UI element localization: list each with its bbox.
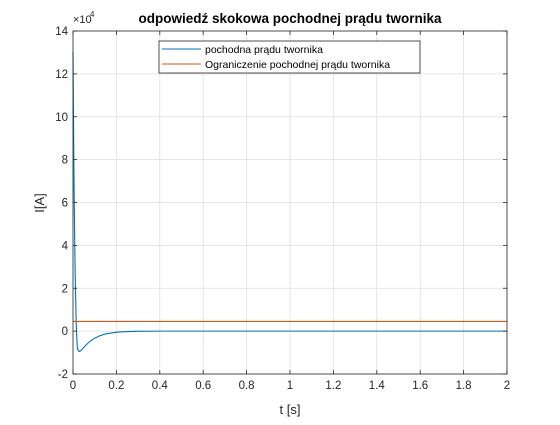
y-exponent-base: ×10 xyxy=(73,14,92,26)
x-tick-label: 0.8 xyxy=(239,380,255,392)
x-tick-label: 1.6 xyxy=(412,380,428,392)
legend-label-0: pochodna prądu twornika xyxy=(205,44,323,56)
axis-ticks xyxy=(72,30,508,375)
x-tick-label: 1.4 xyxy=(369,380,386,392)
legend-box xyxy=(158,40,421,74)
y-tick-label: 12 xyxy=(55,69,68,81)
y-tick-label: 14 xyxy=(55,26,68,38)
series-layer xyxy=(72,52,507,353)
chart-title: odpowiedź skokowa pochodnej prądu tworni… xyxy=(138,11,442,26)
y-tick-label: 2 xyxy=(62,283,68,295)
x-tick-label: 0.2 xyxy=(108,380,124,392)
y-exponent-power: 4 xyxy=(90,10,95,19)
y-tick-label: 6 xyxy=(62,198,68,210)
y-axis-exponent: ×10 4 xyxy=(73,10,95,26)
x-tick-label: 0.4 xyxy=(152,380,169,392)
x-tick-label: 0.6 xyxy=(195,380,211,392)
x-tick-label: 1 xyxy=(287,380,293,392)
legend: pochodna prądu twornika Ograniczenie poc… xyxy=(158,40,421,74)
x-tick-label: 1.2 xyxy=(325,380,341,392)
x-tick-label: 0 xyxy=(70,380,76,392)
y-tick-label: 8 xyxy=(62,155,68,167)
x-tick-label: 1.8 xyxy=(456,380,472,392)
y-tick-label: 0 xyxy=(62,326,68,338)
legend-label-1: Ograniczenie pochodnej prądu twornika xyxy=(205,59,390,71)
y-tick-label: 4 xyxy=(62,240,69,252)
y-axis-label: I[A] xyxy=(32,193,47,213)
y-tick-label: -2 xyxy=(58,369,68,381)
x-axis-label: t [s] xyxy=(280,402,301,417)
series-line-0 xyxy=(72,52,507,353)
y-tick-label: 10 xyxy=(55,112,68,124)
x-tick-label: 2 xyxy=(504,380,510,392)
